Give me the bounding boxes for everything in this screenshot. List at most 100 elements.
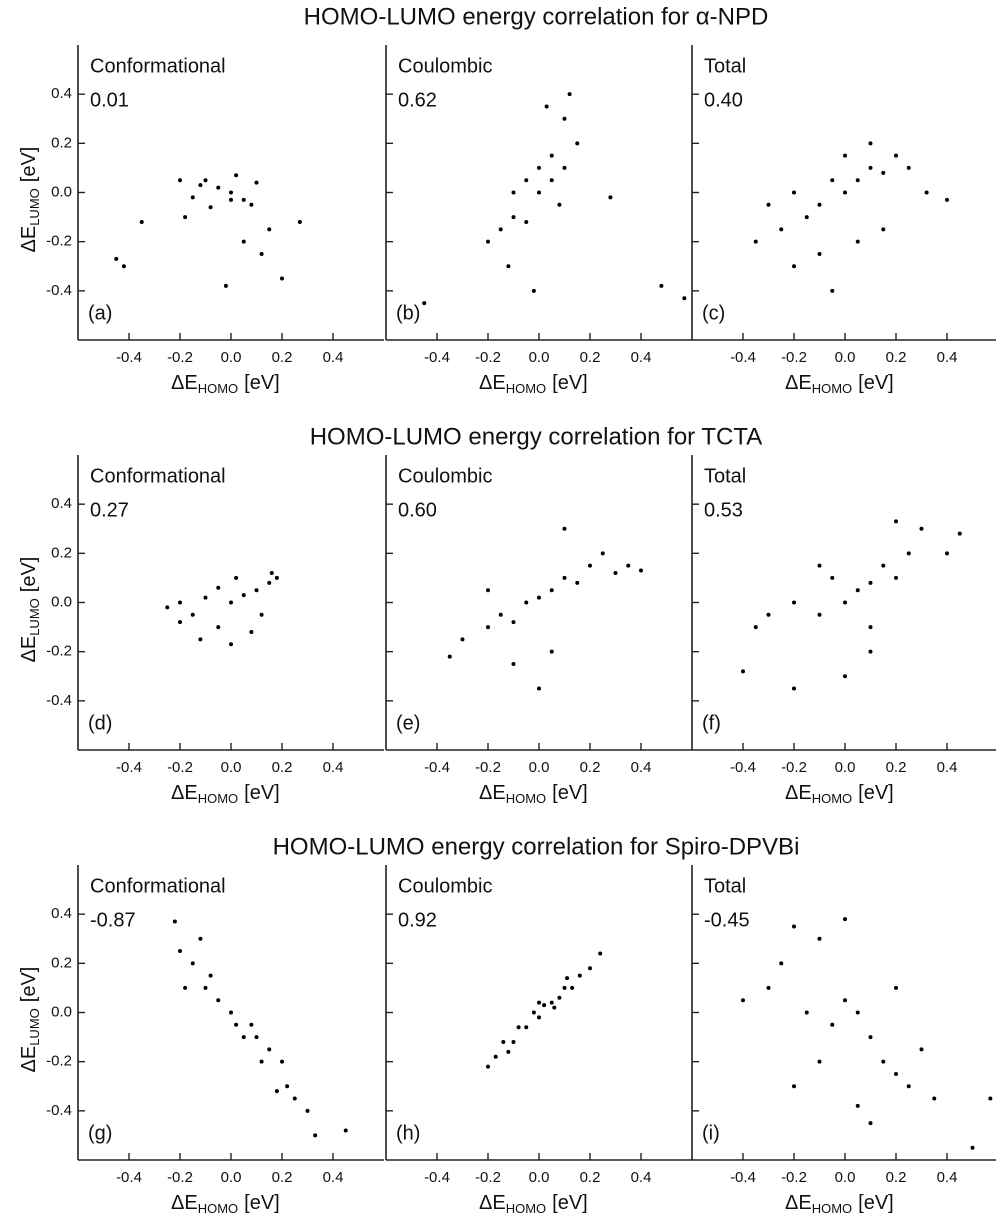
point <box>868 165 873 170</box>
x-axis-label-sub: HOMO <box>812 791 852 806</box>
x-axis-label: ΔEHOMO [eV] <box>479 1192 588 1216</box>
point <box>924 190 929 195</box>
point <box>881 227 886 232</box>
x-tick-label: -0.2 <box>781 759 807 776</box>
x-tick-label: 0.2 <box>272 349 293 366</box>
point <box>881 170 886 175</box>
x-tick-label: 0.4 <box>937 1169 958 1186</box>
panel-label: (c) <box>702 302 725 324</box>
point <box>792 686 796 691</box>
point <box>139 220 144 224</box>
y-axis-label-sub: LUMO <box>27 1008 42 1046</box>
point <box>570 985 575 990</box>
x-axis-label-unit: [eV] <box>244 782 280 804</box>
point <box>575 580 580 585</box>
correlation-value: 0.40 <box>704 89 743 111</box>
x-tick-label: 0.2 <box>580 759 601 776</box>
point <box>906 551 911 556</box>
x-axis-label-sub: HOMO <box>506 1201 546 1216</box>
point <box>741 669 745 674</box>
point <box>544 104 549 109</box>
x-tick-label: -0.4 <box>424 759 450 776</box>
point <box>817 612 822 617</box>
point <box>203 595 208 600</box>
point <box>241 197 246 202</box>
correlation-value: 0.92 <box>398 909 437 931</box>
point <box>511 620 516 625</box>
point <box>229 190 233 195</box>
point <box>121 264 126 269</box>
x-axis-label-main: ΔE <box>479 372 506 394</box>
x-axis-label-unit: [eV] <box>552 782 588 804</box>
panel-label: (i) <box>702 1122 720 1144</box>
point <box>269 571 274 575</box>
point <box>549 178 554 183</box>
point <box>274 575 279 580</box>
point <box>249 1022 254 1027</box>
x-axis-label-unit: [eV] <box>552 1192 588 1214</box>
point <box>600 551 605 556</box>
y-axis-label-main: ΔE <box>18 226 40 253</box>
point <box>511 661 516 666</box>
x-axis-label-sub: HOMO <box>506 381 546 396</box>
x-tick-label: 0.4 <box>631 349 652 366</box>
point <box>285 1084 290 1089</box>
point <box>792 924 796 929</box>
point <box>165 605 170 610</box>
y-tick-label: -0.2 <box>46 1053 72 1070</box>
x-tick-label: 0.2 <box>272 1169 293 1186</box>
point <box>198 183 203 188</box>
point <box>843 998 847 1003</box>
correlation-value: 0.53 <box>704 499 743 521</box>
point <box>292 1096 297 1101</box>
x-tick-label: 0.0 <box>221 349 242 366</box>
y-axis-label-main: ΔE <box>18 1046 40 1073</box>
point <box>919 1047 924 1052</box>
y-tick-label: -0.4 <box>46 282 72 299</box>
x-tick-label: -0.2 <box>475 1169 501 1186</box>
x-axis-label-unit: [eV] <box>552 372 588 394</box>
point <box>305 1108 310 1113</box>
x-tick-label: 0.4 <box>937 349 958 366</box>
point <box>486 625 490 630</box>
x-axis-label-unit: [eV] <box>244 372 280 394</box>
point <box>229 600 233 605</box>
point <box>259 1059 264 1064</box>
y-tick-label: 0.2 <box>51 134 72 151</box>
point <box>313 1133 318 1138</box>
point <box>343 1128 348 1133</box>
row-title: HOMO-LUMO energy correlation for α-NPD <box>304 3 769 30</box>
x-axis-label-main: ΔE <box>171 372 198 394</box>
point <box>208 973 213 978</box>
x-axis-label-main: ΔE <box>171 1192 198 1214</box>
x-tick-label: 0.0 <box>529 1169 550 1186</box>
point <box>254 588 259 593</box>
row-title: HOMO-LUMO energy correlation for TCTA <box>310 423 763 450</box>
x-tick-label: 0.2 <box>886 1169 907 1186</box>
panel-annotation: Coulombic <box>398 55 492 77</box>
point <box>868 1035 873 1040</box>
point <box>932 1096 937 1101</box>
point <box>855 1103 860 1108</box>
point <box>531 288 536 293</box>
x-tick-label: -0.4 <box>730 349 756 366</box>
panel-label: (e) <box>396 712 420 734</box>
point <box>537 595 541 600</box>
x-tick-label: -0.2 <box>475 349 501 366</box>
point <box>868 649 873 654</box>
x-tick-label: 0.4 <box>631 1169 652 1186</box>
x-axis-label-main: ΔE <box>479 1192 506 1214</box>
point <box>549 1000 554 1005</box>
point <box>843 600 847 605</box>
x-axis-label-main: ΔE <box>171 782 198 804</box>
x-tick-label: 0.4 <box>323 1169 344 1186</box>
point <box>501 1040 506 1044</box>
point <box>855 1010 860 1015</box>
point <box>422 301 427 306</box>
point <box>567 92 572 97</box>
point <box>919 526 924 531</box>
panel-label: (d) <box>88 712 112 734</box>
y-tick-label: 0.2 <box>51 544 72 561</box>
point <box>216 585 221 590</box>
point <box>208 205 213 210</box>
